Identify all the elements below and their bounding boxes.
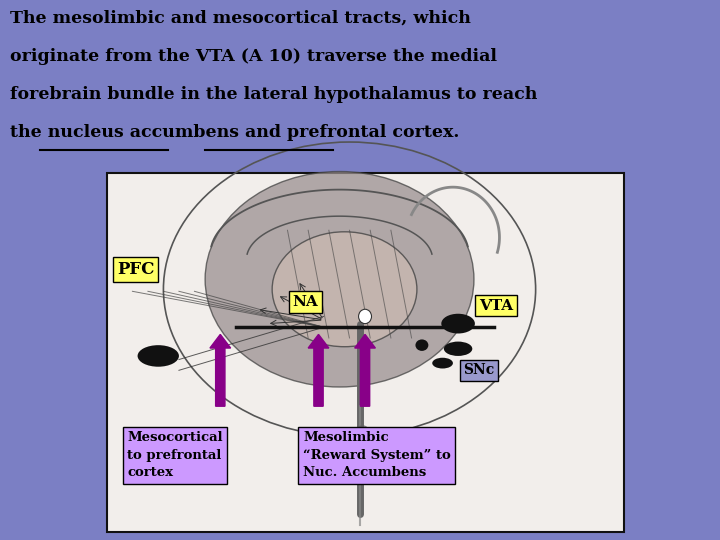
Text: Mesocortical
to prefrontal
cortex: Mesocortical to prefrontal cortex [127, 431, 223, 480]
Text: Mesolimbic
“Reward System” to
Nuc. Accumbens: Mesolimbic “Reward System” to Nuc. Accum… [303, 431, 451, 480]
Text: originate from the VTA (A 10) traverse the medial: originate from the VTA (A 10) traverse t… [10, 48, 497, 65]
Text: VTA: VTA [479, 299, 513, 313]
Text: SNc: SNc [463, 363, 495, 377]
FancyArrow shape [210, 334, 230, 406]
Ellipse shape [415, 340, 428, 351]
Ellipse shape [444, 342, 472, 356]
Text: PFC: PFC [117, 261, 154, 278]
FancyArrow shape [308, 334, 329, 406]
Ellipse shape [205, 172, 474, 387]
Text: forebrain bundle in the lateral hypothalamus to reach: forebrain bundle in the lateral hypothal… [10, 86, 537, 103]
Ellipse shape [432, 357, 453, 368]
Ellipse shape [356, 425, 369, 437]
FancyArrow shape [355, 334, 375, 406]
Ellipse shape [441, 314, 475, 334]
Text: The mesolimbic and mesocortical tracts, which: The mesolimbic and mesocortical tracts, … [10, 10, 471, 27]
Text: NA: NA [292, 295, 318, 309]
Bar [107, 173, 624, 532]
Ellipse shape [272, 232, 417, 347]
Ellipse shape [359, 309, 372, 323]
Ellipse shape [138, 345, 179, 367]
Text: the nucleus accumbens and prefrontal cortex.: the nucleus accumbens and prefrontal cor… [10, 124, 459, 141]
